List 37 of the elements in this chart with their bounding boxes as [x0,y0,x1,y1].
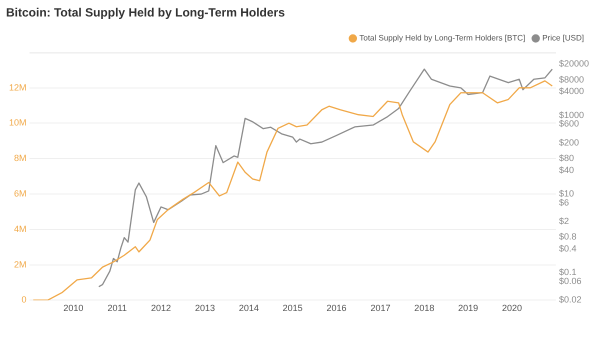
y2-tick-label: $2 [558,216,569,226]
legend-label: Total Supply Held by Long-Term Holders [BTC] [359,34,526,43]
y2-tick-label: $8000 [558,74,584,84]
y-tick-label: 10M [8,118,27,128]
y2-tick-label: $80 [558,153,574,164]
x-tick-label: 2016 [326,303,347,314]
y2-tick-label: $0.06 [558,276,582,286]
y-tick-label: 4M [14,224,27,234]
y2-tick-label: $0.1 [558,267,576,278]
y2-tick-label: $4000 [558,86,584,96]
y2-tick-label: $20000 [558,58,590,69]
y-tick-label: 8M [14,153,27,164]
y-tick-label: 6M [14,188,27,198]
y2-tick-label: $0.4 [558,244,576,254]
legend-label: Price [USD] [542,34,584,43]
x-tick-label: 2014 [238,303,259,314]
y2-tick-label: $0.02 [558,294,582,305]
chart-title: Bitcoin: Total Supply Held by Long-Term Holders [6,6,286,20]
y2-tick-label: $1000 [558,110,584,120]
x-tick-label: 2019 [458,303,478,314]
x-tick-label: 2020 [502,303,522,314]
y-tick-label: 12M [8,82,27,92]
x-tick-label: 2013 [194,303,216,314]
x-tick-label: 2017 [370,303,390,314]
y2-tick-label: $200 [558,137,579,148]
y2-tick-label: $0.8 [558,232,576,242]
y2-tick-label: $6 [558,197,569,208]
x-tick-label: 2015 [282,303,303,314]
x-tick-label: 2018 [414,303,434,314]
y-tick-label: 0 [21,294,27,305]
y2-tick-label: $600 [558,118,579,129]
x-tick-label: 2010 [63,303,84,314]
y2-tick-label: $10 [558,188,574,199]
y-tick-label: 2M [14,259,27,270]
y2-tick-label: $40 [558,164,574,175]
x-tick-label: 2012 [151,303,172,314]
x-tick-label: 2011 [108,303,127,314]
